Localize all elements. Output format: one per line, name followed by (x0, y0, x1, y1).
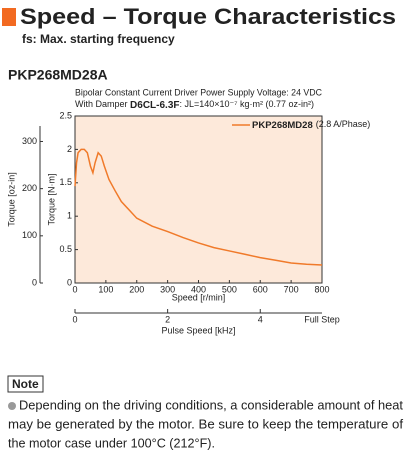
note-line: the motor case under 100°C (212°F). (8, 436, 215, 450)
legend-name: PKP268MD28 (252, 120, 313, 131)
note-box (7, 375, 44, 393)
page-title: Speed – Torque Characteristics (20, 4, 396, 29)
x2-end-label: Full Step (304, 314, 340, 324)
x-tick-label: 400 (191, 284, 206, 294)
condition: With Damper (75, 99, 128, 109)
x2-axis-label: Pulse Speed [kHz] (161, 325, 235, 335)
subtitle: fs: Max. starting frequency (22, 32, 175, 46)
condition: Bipolar Constant Current Driver Power Su… (75, 87, 322, 97)
x2-tick-label: 0 (72, 314, 77, 324)
legend-current: (2.8 A/Phase) (316, 119, 371, 129)
y2-tick-label: 200 (22, 183, 37, 193)
y-tick-label: 0.5 (59, 244, 72, 254)
x-axis-label: Speed [r/min] (172, 292, 226, 302)
x2-tick-label: 2 (165, 314, 170, 324)
note-line: may be generated by the motor. Be sure t… (8, 417, 404, 431)
x-tick-label: 500 (222, 284, 237, 294)
note-title: Note (12, 377, 39, 391)
y-axis-label: Torque [N·m] (46, 173, 56, 225)
plot-area (74, 115, 323, 284)
torque-curve (74, 148, 323, 266)
model: PKP268MD28A (8, 67, 108, 83)
x-tick-label: 600 (253, 284, 268, 294)
y2-tick-label: 100 (22, 230, 37, 240)
x-tick-label: 300 (160, 284, 175, 294)
y-tick-label: 2.5 (59, 110, 72, 120)
y-tick-label: 1 (67, 211, 72, 221)
legend-entry: PKP268MD28 (2.8 A/Phase) (252, 119, 370, 130)
title-marker (2, 8, 16, 26)
x-tick-label: 700 (284, 284, 299, 294)
condition: With Damper D6CL-6.3F: JL=140×10⁻⁷ kg·m²… (75, 99, 314, 110)
x-tick-label: 0 (72, 284, 77, 294)
y2-tick-label: 0 (32, 277, 37, 287)
x-tick-label: 100 (98, 284, 113, 294)
y2-axis-label: Torque [oz-in] (6, 172, 16, 227)
y-tick-label: 2 (67, 144, 72, 154)
y2-tick-label: 300 (22, 136, 37, 146)
y-tick-label: 0 (67, 277, 72, 287)
condition: : JL=140×10⁻⁷ kg·m² (0.77 oz-in²) (179, 99, 314, 109)
condition: D6CL-6.3F (130, 100, 179, 111)
note-line: Depending on the driving conditions, a c… (19, 398, 404, 412)
y-tick-label: 1.5 (59, 177, 72, 187)
x2-tick-label: 4 (258, 314, 263, 324)
x-tick-label: 200 (129, 284, 144, 294)
bullet (8, 402, 16, 410)
x-tick-label: 800 (314, 284, 329, 294)
